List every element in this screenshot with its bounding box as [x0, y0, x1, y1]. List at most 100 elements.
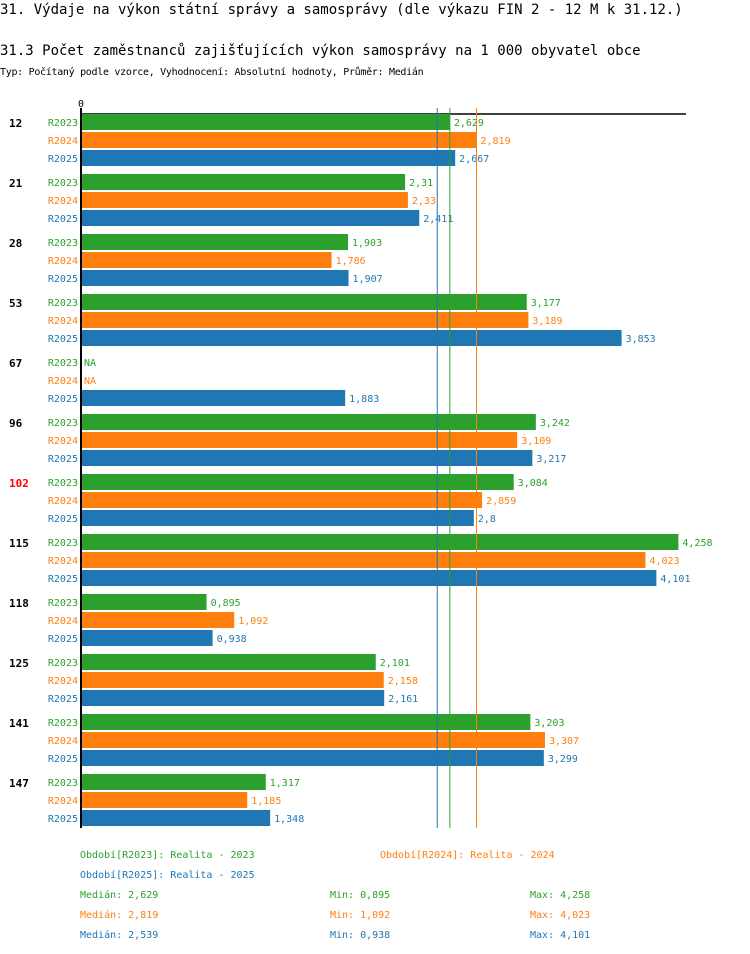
bar — [81, 474, 514, 490]
series-label: R2023 — [48, 178, 78, 189]
series-label: R2024 — [48, 556, 78, 567]
bar — [81, 534, 679, 550]
data-label: 2,8 — [478, 514, 496, 525]
bar — [81, 330, 622, 346]
data-label: 2,629 — [454, 118, 484, 129]
data-label: 2,411 — [423, 214, 453, 225]
legend-period-r2024: Období[R2024]: Realita - 2024 — [380, 850, 555, 861]
series-label: R2023 — [48, 238, 78, 249]
series-label: R2025 — [48, 754, 78, 765]
legend-max-r2023: Max: 4,258 — [530, 890, 591, 901]
bar — [81, 312, 529, 328]
bar — [81, 810, 271, 826]
bar — [81, 690, 385, 706]
bar — [81, 612, 235, 628]
legend-min-r2023: Min: 0,895 — [330, 890, 391, 901]
series-label: R2023 — [48, 478, 78, 489]
bar — [81, 594, 207, 610]
series-label: R2024 — [48, 376, 78, 387]
bar — [81, 714, 531, 730]
category-label: 102 — [9, 477, 29, 490]
series-label: R2024 — [48, 316, 78, 327]
legend-median-r2023: Medián: 2,629 — [80, 890, 159, 901]
data-label: 2,101 — [380, 658, 410, 669]
series-label: R2023 — [48, 718, 78, 729]
category-label: 147 — [9, 777, 29, 790]
data-label: 2,819 — [481, 136, 511, 147]
bar — [81, 732, 545, 748]
data-label: 1,907 — [353, 274, 383, 285]
page-title: 31. Výdaje na výkon státní správy a samo… — [0, 2, 683, 18]
bar — [81, 114, 450, 130]
series-label: R2025 — [48, 394, 78, 405]
data-label: NA — [84, 376, 96, 387]
bar — [81, 750, 544, 766]
data-label: 3,307 — [549, 736, 579, 747]
bar — [81, 630, 213, 646]
bar — [81, 192, 408, 208]
series-label: R2025 — [48, 694, 78, 705]
bar — [81, 234, 348, 250]
data-label: 0,895 — [211, 598, 241, 609]
bar — [81, 552, 646, 568]
bar — [81, 672, 384, 688]
data-label: 1,786 — [336, 256, 366, 267]
data-label: 3,189 — [532, 316, 562, 327]
data-label: 1,185 — [251, 796, 281, 807]
data-label: 3,853 — [626, 334, 656, 345]
data-label: 3,084 — [518, 478, 548, 489]
x-tick-label: 0 — [78, 99, 84, 110]
series-label: R2024 — [48, 496, 78, 507]
legend-median-r2025: Medián: 2,539 — [80, 930, 159, 941]
bar — [81, 414, 536, 430]
series-label: R2023 — [48, 778, 78, 789]
bar — [81, 210, 420, 226]
legend-min-r2024: Min: 1,092 — [330, 910, 391, 921]
category-label: 67 — [9, 357, 22, 370]
data-label: 1,317 — [270, 778, 300, 789]
bar — [81, 432, 518, 448]
series-label: R2024 — [48, 676, 78, 687]
series-label: R2025 — [48, 274, 78, 285]
series-label: R2024 — [48, 256, 78, 267]
bar — [81, 654, 376, 670]
series-label: R2023 — [48, 538, 78, 549]
category-label: 141 — [9, 717, 29, 730]
category-label: 28 — [9, 237, 22, 250]
data-label: 1,903 — [352, 238, 382, 249]
series-label: R2025 — [48, 574, 78, 585]
series-label: R2024 — [48, 736, 78, 747]
category-label: 118 — [9, 597, 29, 610]
data-label: 1,348 — [274, 814, 304, 825]
bar — [81, 270, 349, 286]
data-label: 2,161 — [388, 694, 418, 705]
data-label: 2,859 — [486, 496, 516, 507]
data-label: 3,109 — [521, 436, 551, 447]
data-label: 1,092 — [238, 616, 268, 627]
series-label: R2024 — [48, 796, 78, 807]
series-label: R2025 — [48, 154, 78, 165]
data-label: NA — [84, 358, 96, 369]
data-label: 3,299 — [548, 754, 578, 765]
data-label: 3,177 — [531, 298, 561, 309]
series-label: R2025 — [48, 454, 78, 465]
data-label: 3,242 — [540, 418, 570, 429]
series-label: R2025 — [48, 334, 78, 345]
series-label: R2023 — [48, 298, 78, 309]
data-label: 2,667 — [459, 154, 489, 165]
data-label: 4,023 — [649, 556, 679, 567]
category-label: 96 — [9, 417, 23, 430]
bar — [81, 492, 483, 508]
data-label: 2,158 — [388, 676, 418, 687]
data-label: 3,203 — [534, 718, 564, 729]
series-label: R2025 — [48, 214, 78, 225]
data-label: 3,217 — [536, 454, 566, 465]
category-label: 21 — [9, 177, 23, 190]
legend-period-r2023: Období[R2023]: Realita - 2023 — [80, 850, 255, 861]
bar — [81, 174, 406, 190]
series-label: R2023 — [48, 418, 78, 429]
bar — [81, 390, 346, 406]
category-label: 125 — [9, 657, 29, 670]
series-label: R2025 — [48, 514, 78, 525]
